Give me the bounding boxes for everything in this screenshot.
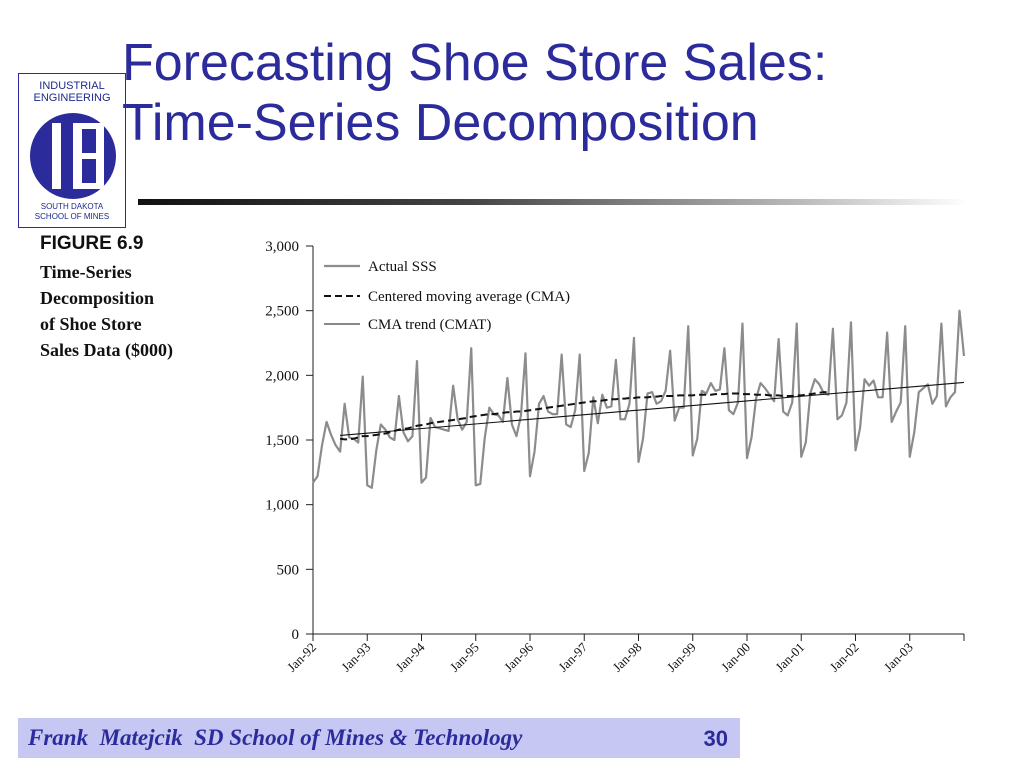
y-tick-label: 3,000 [265, 239, 299, 255]
y-tick-label: 1,500 [265, 433, 299, 449]
series-cma-trend-line [340, 381, 965, 437]
series-layer [312, 309, 966, 489]
slide-title-line-2: Time-Series Decomposition [122, 94, 759, 152]
x-tick-label: Jan-02 [826, 640, 861, 675]
ie-emblem-icon [30, 113, 116, 199]
x-axis: Jan-92 Jan-93 Jan-94 Jan-95 Jan-96 Jan-97 Jan-… [284, 633, 965, 675]
slide-title-line-1: Forecasting Shoe Store Sales: [122, 34, 828, 92]
y-tick-label: 2,500 [265, 304, 299, 320]
x-tick-label: Jan-93 [338, 640, 373, 675]
x-tick-label: Jan-96 [501, 639, 536, 674]
school-logo: INDUSTRIAL ENGINEERING SOUTH DAKOTA SCHO… [18, 73, 126, 228]
logo-text-school-of-mines: SCHOOL OF MINES [34, 212, 110, 221]
figure-caption-line-1: Time-Series [40, 262, 132, 282]
figure-caption: FIGURE 6.9 Time-Series Decomposition of … [40, 233, 173, 363]
x-tick-label: Jan-92 [284, 640, 319, 675]
legend-label: CMA trend (CMAT) [368, 317, 491, 333]
x-tick-label: Jan-94 [392, 639, 427, 674]
x-tick-label: Jan-03 [881, 640, 916, 675]
logo-text-south-dakota: SOUTH DAKOTA [40, 202, 104, 211]
x-tick-label: Jan-01 [772, 640, 807, 675]
figure-caption-line-4: Sales Data ($000) [40, 340, 173, 360]
x-tick-label: Jan-95 [447, 640, 482, 675]
x-tick-label: Jan-98 [609, 640, 644, 675]
slide-footer: Frank Matejcik SD School of Mines & Tech… [18, 718, 740, 758]
logo-text-engineering: ENGINEERING [33, 92, 111, 104]
figure-number: FIGURE 6.9 [40, 233, 144, 254]
footer-author: Frank Matejcik SD School of Mines & Tech… [28, 725, 523, 750]
figure-caption-line-2: Decomposition [40, 288, 154, 308]
logo-top-text: INDUSTRIAL ENGINEERING [19, 80, 125, 104]
series-actual-sss-line [312, 309, 966, 489]
series-cma-line [339, 391, 829, 441]
legend-label: Centered moving average (CMA) [368, 289, 570, 305]
x-tick-label: Jan-97 [555, 639, 590, 674]
x-tick-label: Jan-99 [664, 640, 699, 675]
chart-legend: Actual SSS Centered moving average (CMA) C… [324, 259, 570, 333]
y-tick-label: 500 [277, 562, 300, 578]
x-tick-label: Jan-00 [718, 640, 753, 675]
logo-bottom-text: SOUTH DAKOTA SCHOOL OF MINES [19, 202, 125, 222]
figure-caption-line-3: of Shoe Store [40, 314, 142, 334]
y-tick-label: 1,000 [265, 498, 299, 514]
slide-title: Forecasting Shoe Store Sales: Time-Serie… [122, 33, 827, 153]
y-tick-label: 0 [292, 627, 300, 643]
page-number: 30 [703, 726, 728, 751]
logo-text-industrial: INDUSTRIAL [39, 80, 105, 92]
y-axis: 0 500 1,000 1,500 2,000 2,500 3,000 [265, 239, 314, 643]
title-divider [138, 199, 968, 205]
y-tick-label: 2,000 [265, 368, 299, 384]
legend-label: Actual SSS [368, 259, 437, 275]
